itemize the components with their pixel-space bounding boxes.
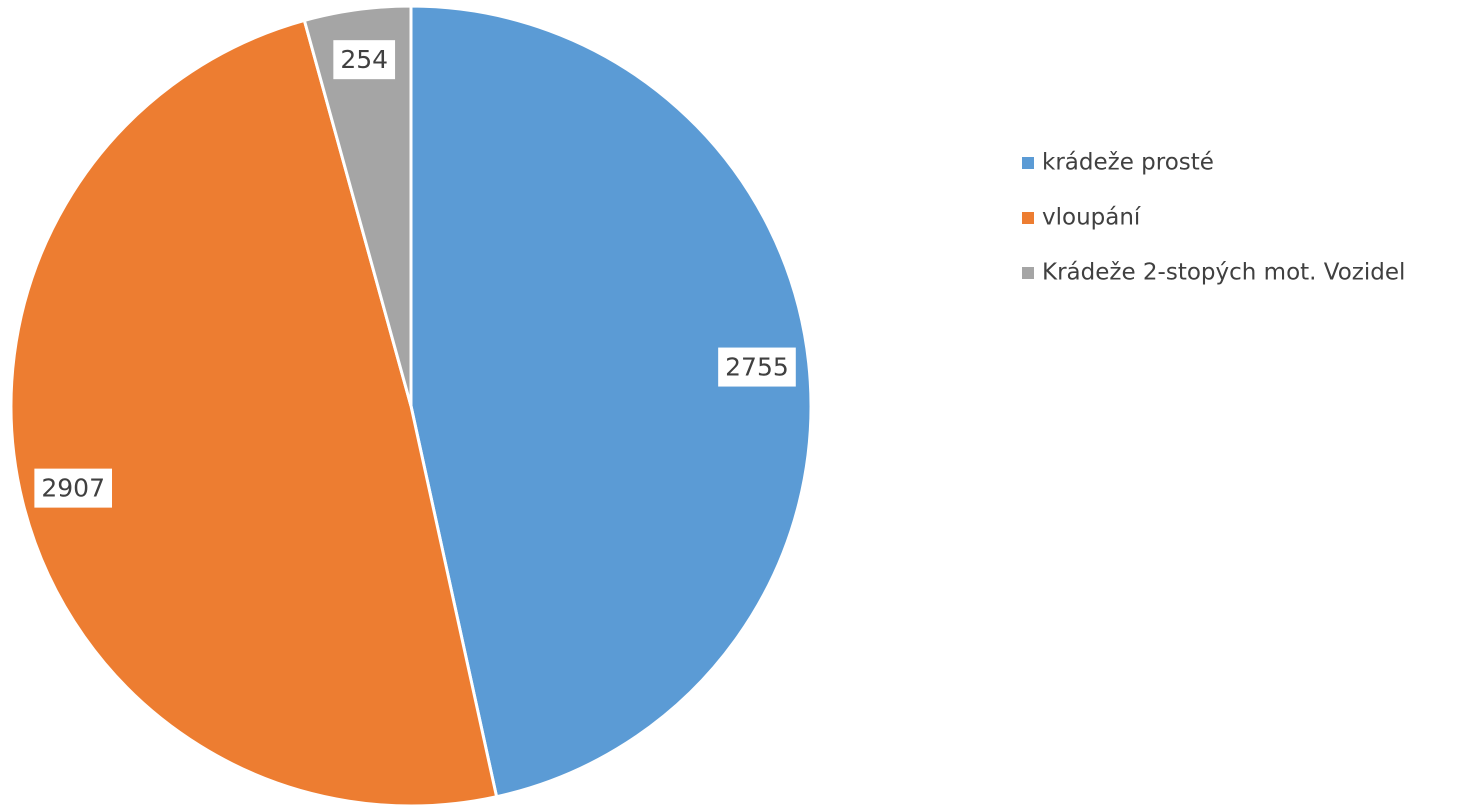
data-label-box	[718, 347, 796, 387]
legend-swatch	[1022, 267, 1034, 279]
pie-slice	[302, 4, 413, 407]
data-label-box	[333, 40, 396, 80]
data-label: 2755	[718, 347, 796, 387]
legend-label: vloupání	[1042, 205, 1141, 231]
data-label: 2907	[34, 468, 113, 508]
data-label-text: 2755	[725, 353, 789, 382]
legend-label: Krádeže 2-stopých mot. Vozidel	[1042, 260, 1405, 286]
data-label-text: 254	[340, 45, 388, 74]
legend-label: krádeže prosté	[1042, 150, 1214, 176]
data-label: 254	[333, 40, 396, 80]
pie-slice	[409, 4, 813, 799]
legend-swatch	[1022, 157, 1034, 169]
data-label-text: 2907	[41, 474, 105, 503]
legend-swatch	[1022, 212, 1034, 224]
pie-slice	[9, 18, 499, 805]
data-label-box	[34, 468, 113, 508]
